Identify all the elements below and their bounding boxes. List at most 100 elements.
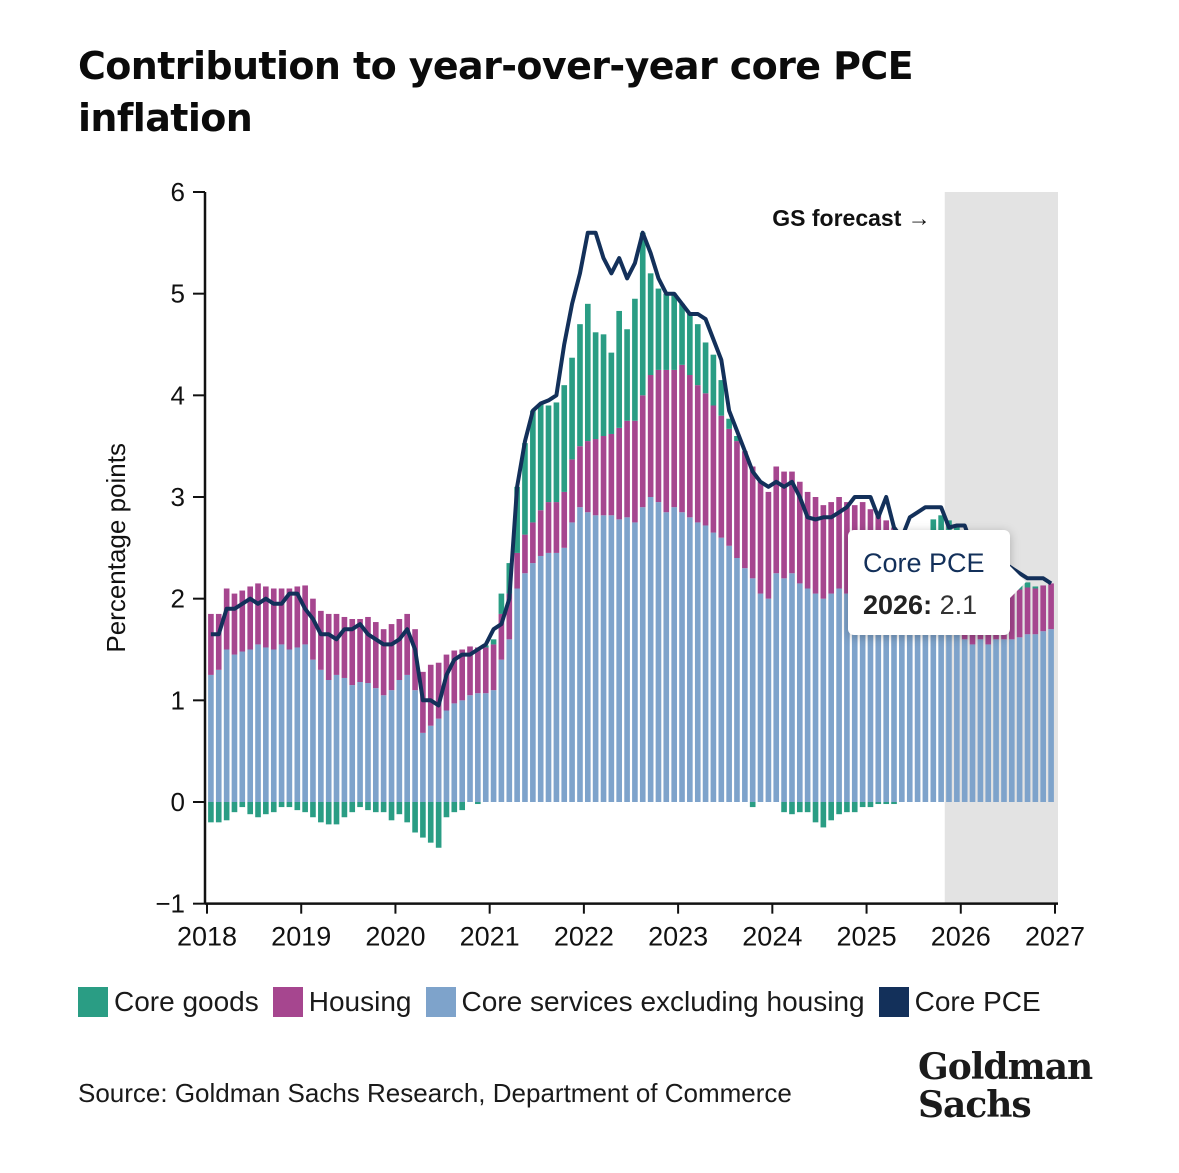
bar-housing bbox=[286, 588, 293, 650]
bar-core-goods bbox=[522, 443, 528, 535]
legend-swatch-housing bbox=[272, 987, 303, 1017]
bar-housing bbox=[749, 466, 756, 579]
bar-core-goods bbox=[498, 593, 505, 614]
bar-housing bbox=[372, 622, 379, 689]
legend-item-core-goods[interactable]: Core goods bbox=[78, 986, 259, 1018]
bar-housing bbox=[820, 505, 827, 599]
bar-core-goods bbox=[632, 298, 638, 421]
bar-services bbox=[781, 578, 787, 802]
bar-services bbox=[223, 649, 230, 802]
x-tick-label: 2023 bbox=[648, 922, 708, 952]
bar-core-goods bbox=[545, 405, 552, 503]
bar-core-goods bbox=[577, 324, 583, 447]
bar-core-goods bbox=[333, 802, 340, 825]
bar-core-goods bbox=[247, 802, 254, 815]
bar-housing bbox=[632, 420, 638, 523]
bar-housing bbox=[765, 491, 772, 599]
bar-services bbox=[694, 522, 701, 802]
bar-housing bbox=[1008, 590, 1015, 640]
source-note: Source: Goldman Sachs Research, Departme… bbox=[78, 1078, 792, 1108]
y-tick-label: 1 bbox=[171, 685, 185, 715]
bar-core-goods bbox=[357, 802, 363, 808]
bar-services bbox=[380, 695, 387, 802]
legend-item-core-pce[interactable]: Core PCE bbox=[878, 986, 1041, 1018]
bar-services bbox=[1040, 631, 1046, 802]
bar-housing bbox=[608, 433, 615, 516]
bar-services bbox=[1001, 639, 1007, 802]
bar-housing bbox=[365, 616, 371, 684]
bar-services bbox=[341, 677, 348, 802]
bar-services bbox=[742, 568, 748, 802]
bar-housing bbox=[435, 662, 442, 719]
bar-core-goods bbox=[812, 802, 819, 823]
tooltip-value: 2.1 bbox=[939, 590, 978, 620]
bar-services bbox=[270, 649, 277, 802]
bar-core-goods bbox=[435, 802, 442, 848]
core-pce-line bbox=[210, 230, 1053, 708]
logo-line-2: Sachs bbox=[918, 1084, 1032, 1126]
bar-housing bbox=[333, 613, 340, 675]
bar-housing bbox=[278, 588, 285, 645]
x-tick-label: 2018 bbox=[177, 922, 237, 952]
bar-services bbox=[624, 517, 630, 802]
bar-housing bbox=[828, 502, 834, 594]
goldman-sachs-logo: Goldman Sachs bbox=[918, 1048, 1098, 1124]
bar-services bbox=[867, 598, 874, 802]
bar-housing bbox=[1032, 588, 1039, 635]
bar-core-goods bbox=[624, 329, 630, 421]
bar-services bbox=[467, 695, 473, 802]
bar-core-goods bbox=[687, 314, 693, 375]
bar-core-goods bbox=[325, 802, 332, 825]
bar-housing bbox=[459, 649, 466, 701]
bar-housing bbox=[490, 644, 497, 691]
bar-services bbox=[522, 573, 528, 802]
bar-services bbox=[1032, 634, 1039, 802]
bar-core-goods bbox=[223, 802, 230, 821]
bar-housing bbox=[781, 471, 787, 579]
bar-core-goods bbox=[749, 802, 756, 808]
bar-housing bbox=[545, 502, 552, 553]
bar-core-goods bbox=[616, 310, 622, 428]
bar-services bbox=[584, 512, 591, 802]
bar-housing bbox=[663, 369, 670, 513]
bar-housing bbox=[804, 491, 811, 589]
bar-housing bbox=[1040, 585, 1046, 632]
bar-core-goods bbox=[459, 802, 466, 811]
bar-services bbox=[765, 598, 772, 802]
bar-housing bbox=[506, 593, 513, 640]
tooltip-series: Core PCE bbox=[863, 548, 985, 578]
bar-core-goods bbox=[475, 802, 481, 805]
bar-services bbox=[639, 507, 646, 802]
bar-core-goods bbox=[278, 802, 285, 808]
bar-services bbox=[946, 629, 952, 802]
bar-services bbox=[749, 578, 756, 802]
bar-services bbox=[506, 639, 513, 802]
bar-core-goods bbox=[694, 324, 701, 386]
bar-services bbox=[396, 680, 403, 802]
legend-item-housing[interactable]: Housing bbox=[272, 986, 412, 1018]
bar-housing bbox=[718, 415, 725, 538]
bar-services bbox=[577, 507, 583, 802]
bar-services bbox=[514, 588, 520, 802]
y-tick-label: 0 bbox=[171, 787, 185, 817]
bar-services bbox=[938, 624, 944, 802]
bar-core-goods bbox=[836, 802, 842, 815]
bar-core-goods bbox=[263, 802, 269, 815]
bar-services bbox=[702, 525, 709, 802]
chart-area: GS forecast → −1 0 1 2 3 4 5 6 2018 2019 2020 2021 20… bbox=[101, 177, 1085, 952]
bar-services bbox=[961, 639, 968, 802]
bar-services bbox=[451, 703, 458, 802]
bar-services bbox=[490, 690, 497, 802]
x-tick-label: 2019 bbox=[271, 922, 331, 952]
bar-services bbox=[616, 519, 622, 802]
bar-housing bbox=[522, 534, 528, 574]
bar-core-goods bbox=[380, 802, 387, 813]
bar-services bbox=[530, 563, 536, 802]
bar-housing bbox=[318, 610, 324, 670]
bar-core-goods bbox=[828, 802, 834, 821]
bar-core-goods bbox=[490, 639, 497, 645]
legend-item-services[interactable]: Core services excluding housing bbox=[425, 986, 865, 1018]
bar-core-goods bbox=[365, 802, 371, 811]
bar-housing bbox=[396, 619, 403, 680]
x-tick-label: 2021 bbox=[460, 922, 520, 952]
